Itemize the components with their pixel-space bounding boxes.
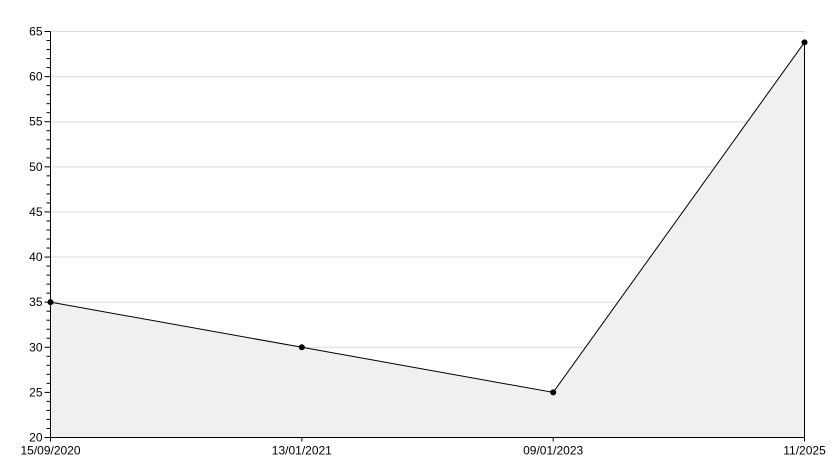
data-point-marker	[801, 39, 808, 46]
y-tick-label: 50	[29, 160, 43, 174]
x-tick-label: 15/09/2020	[20, 444, 80, 458]
y-tick-label: 55	[29, 115, 43, 129]
y-tick-label: 20	[29, 431, 43, 445]
y-tick-label: 40	[29, 250, 43, 264]
x-tick-label: 11/2025	[783, 444, 826, 458]
y-tick-label: 45	[29, 205, 43, 219]
x-tick-label: 09/01/2023	[523, 444, 583, 458]
y-tick-label: 65	[29, 25, 43, 39]
x-tick-label: 13/01/2021	[272, 444, 332, 458]
y-tick-label: 25	[29, 385, 43, 399]
y-tick-label: 60	[29, 70, 43, 84]
y-tick-label: 30	[29, 340, 43, 354]
data-point-marker	[298, 344, 305, 351]
data-point-marker	[550, 389, 557, 396]
y-tick-label: 35	[29, 295, 43, 309]
